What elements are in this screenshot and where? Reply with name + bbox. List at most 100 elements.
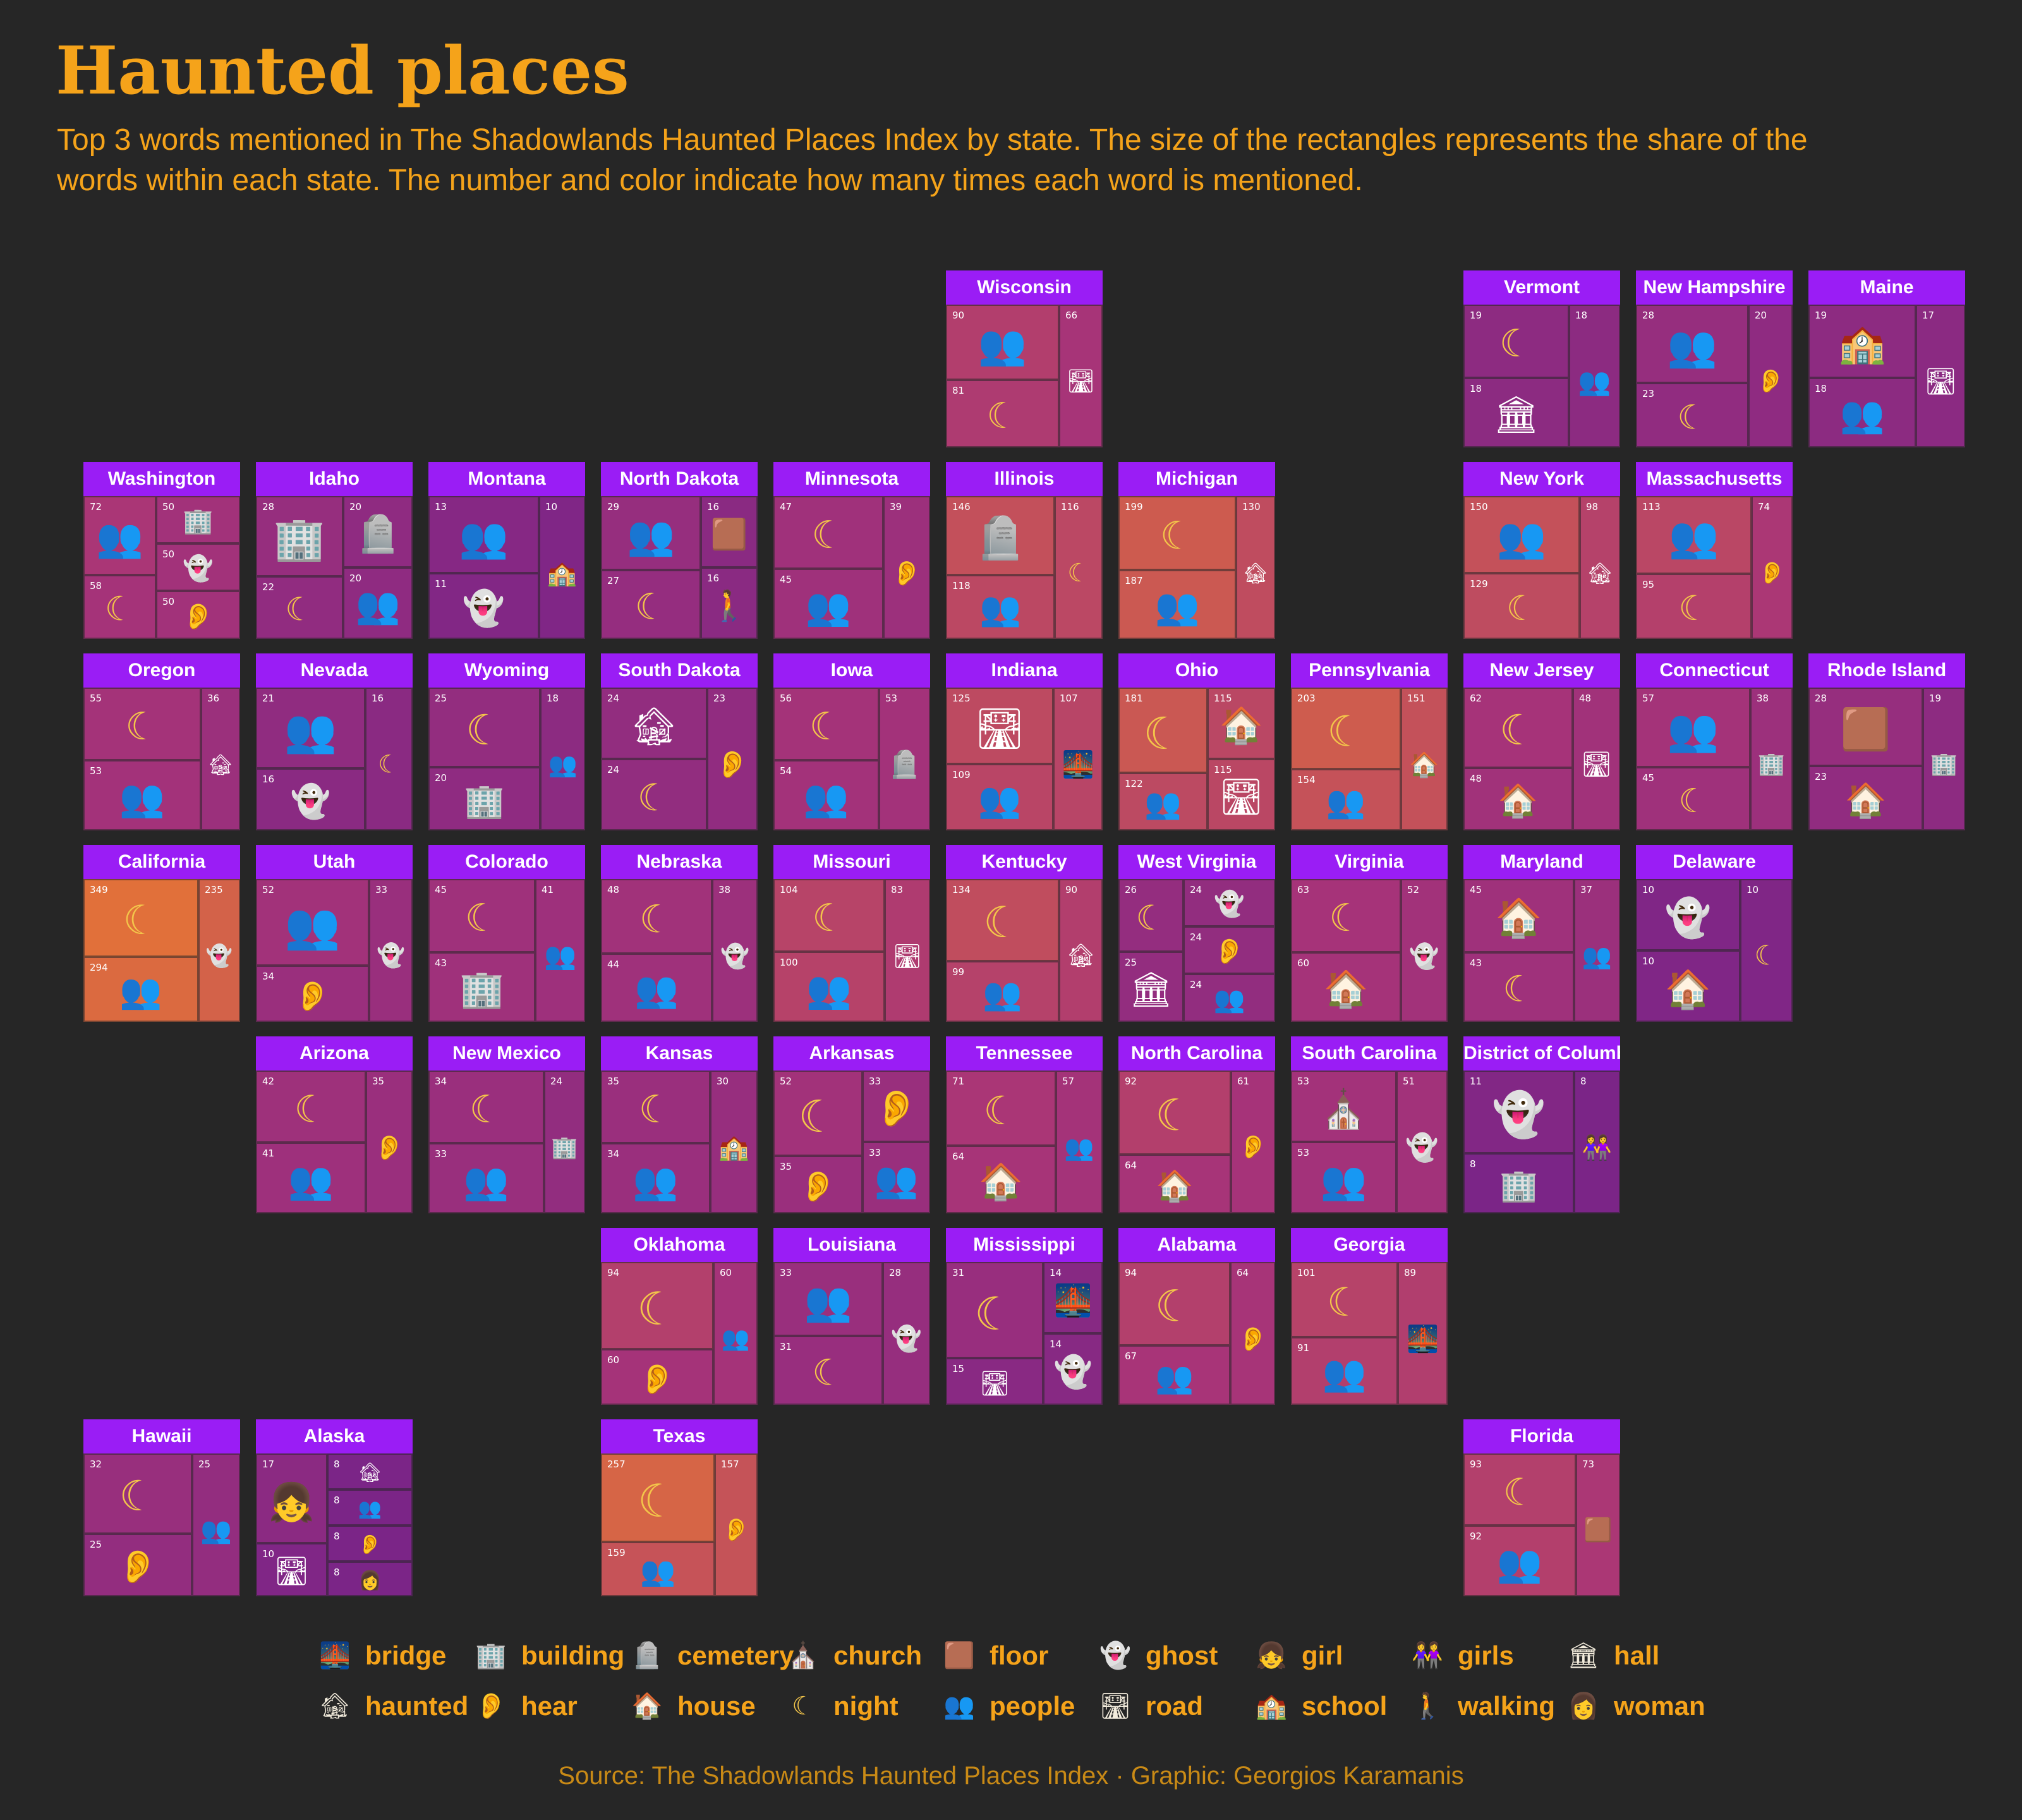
treemap-cell-night: 52 ☾ [773, 1071, 863, 1156]
building-icon: 🏢 [464, 782, 505, 820]
treemap-cell-people: 53 👥 [83, 760, 201, 830]
word-count: 95 [1642, 579, 1655, 590]
people-icon: 👥 [1839, 394, 1885, 436]
road-icon: 🛣 [979, 1369, 1010, 1397]
hear-icon: 👂 [799, 1169, 837, 1204]
state-name: Idaho [256, 462, 413, 496]
treemap-cell-hear: 20 👂 [1748, 305, 1793, 447]
hear-icon: 👂 [892, 559, 922, 587]
state-tile-ohio: Ohio 181 ☾ 122 👥 115 🏠 115 🛣 [1118, 653, 1275, 830]
treemap-cell-hear: 35 👂 [773, 1156, 863, 1213]
treemap-cell-night: 22 ☾ [256, 576, 343, 639]
state-tile-north-dakota: North Dakota 29 👥 27 ☾ 16 🟫 16 🚶 [601, 462, 758, 639]
treemap-cell-night: 42 ☾ [256, 1071, 366, 1143]
treemap-cell-building: 50 🏢 [156, 496, 240, 543]
ghost-icon: 👻 [1664, 895, 1712, 940]
night-icon: ☾ [637, 775, 671, 820]
hall-icon: 🏛 [1567, 1641, 1600, 1670]
treemap-cell-road: 115 🛣 [1208, 759, 1275, 830]
people-icon: 👥 [979, 590, 1021, 629]
house-icon: 🏠 [979, 1161, 1023, 1203]
treemap-cell-people: 28 👥 [1636, 305, 1748, 383]
treemap-cell-people: 150 👥 [1463, 496, 1580, 573]
word-count: 83 [891, 884, 904, 895]
treemap-cell-people: 67 👥 [1118, 1345, 1230, 1405]
house-icon: 🏠 [631, 1692, 663, 1721]
state-name: Washington [83, 462, 240, 496]
ghost-icon: 👻 [462, 588, 506, 628]
people-icon: 👥 [284, 899, 341, 952]
night-icon: ☾ [1326, 1279, 1362, 1326]
building-icon: 🏢 [183, 507, 214, 536]
night-icon: ☾ [974, 1287, 1015, 1340]
treemap-cell-night: 116 ☾ [1055, 496, 1103, 639]
word-count: 8 [334, 1567, 340, 1578]
word-count: 35 [607, 1076, 620, 1087]
night-icon: ☾ [1326, 707, 1365, 756]
state-tile-louisiana: Louisiana 33 👥 31 ☾ 28 👻 [773, 1228, 930, 1405]
word-count: 33 [375, 884, 388, 895]
word-count: 24 [1190, 979, 1202, 990]
word-count: 187 [1125, 575, 1143, 586]
ghost-icon: 👻 [720, 942, 750, 970]
treemap-cell-haunted: 130 🏚 [1236, 496, 1275, 639]
treemap-cell-hear: 61 👂 [1231, 1071, 1275, 1213]
state-name: Oregon [83, 653, 240, 688]
state-name: Nebraska [601, 845, 758, 879]
word-count: 45 [780, 574, 792, 585]
road-icon: 🛣 [274, 1555, 310, 1588]
word-count: 154 [1297, 774, 1316, 786]
word-count: 24 [607, 693, 620, 704]
state-name: North Dakota [601, 462, 758, 496]
night-icon: ☾ [798, 1090, 838, 1143]
word-count: 72 [90, 501, 102, 513]
treemap-cell-night: 48 ☾ [601, 879, 712, 954]
night-icon: ☾ [1678, 782, 1708, 820]
state-tile-nevada: Nevada 21 👥 16 👻 16 ☾ [256, 653, 413, 830]
state-name: Hawaii [83, 1419, 240, 1453]
word-count: 51 [1403, 1076, 1415, 1087]
state-tile-wisconsin: Wisconsin 90 👥 81 ☾ 66 🛣 [946, 270, 1103, 447]
treemap-cell-people: 109 👥 [946, 764, 1053, 830]
state-tile-idaho: Idaho 28 🏢 22 ☾ 20 🪦 20 👥 [256, 462, 413, 639]
people-icon: 👥 [983, 975, 1022, 1012]
word-count: 60 [720, 1267, 732, 1278]
treemap-cell-night: 58 ☾ [83, 575, 156, 639]
word-count: 181 [1125, 693, 1143, 704]
state-tile-montana: Montana 13 👥 11 👻 10 🏫 [428, 462, 585, 639]
treemap-cell-night: 35 ☾ [601, 1071, 710, 1143]
night-icon: ☾ [983, 898, 1022, 949]
legend-label: walking [1458, 1691, 1556, 1721]
word-count: 203 [1297, 693, 1316, 704]
word-count: 34 [607, 1148, 620, 1160]
treemap-cell-people: 45 👥 [773, 569, 883, 639]
state-tile-indiana: Indiana 125 🛣 109 👥 107 🌉 [946, 653, 1103, 830]
treemap-cell-people: 99 👥 [946, 961, 1059, 1022]
treemap-cell-night: 203 ☾ [1291, 688, 1401, 769]
walking-icon: 🚶 [1412, 1692, 1443, 1721]
state-tile-virginia: Virginia 63 ☾ 60 🏠 52 👻 [1291, 845, 1448, 1022]
treemap-cell-road: 48 🛣 [1573, 688, 1620, 830]
house-icon: 🏠 [1219, 705, 1264, 746]
school-icon: 🏫 [718, 1133, 749, 1162]
hear-icon: 👂 [182, 602, 214, 631]
word-count: 10 [1747, 884, 1759, 895]
treemap-cell-night: 349 ☾ [83, 879, 198, 957]
ghost-icon: 👻 [205, 943, 233, 969]
treemap-cell-ghost: 10 👻 [1636, 879, 1740, 950]
state-name: Tennessee [946, 1036, 1103, 1071]
night-icon: ☾ [1503, 1470, 1537, 1514]
word-count: 199 [1125, 501, 1143, 513]
treemap-cell-ghost: 28 👻 [883, 1262, 930, 1405]
state-tile-california: California 349 ☾ 294 👥 235 👻 [83, 845, 240, 1022]
church-icon: ⛪ [787, 1641, 819, 1670]
word-count: 35 [780, 1161, 792, 1172]
state-name: Montana [428, 462, 585, 496]
floor-icon: 🟫 [943, 1641, 975, 1670]
word-count: 74 [1758, 501, 1771, 513]
treemap-cell-people: 18 👥 [1808, 378, 1916, 447]
word-count: 52 [262, 884, 275, 895]
word-count: 134 [952, 884, 971, 895]
people-icon: 👥 [288, 1159, 334, 1203]
treemap-cell-people: 8 👥 [327, 1489, 413, 1526]
